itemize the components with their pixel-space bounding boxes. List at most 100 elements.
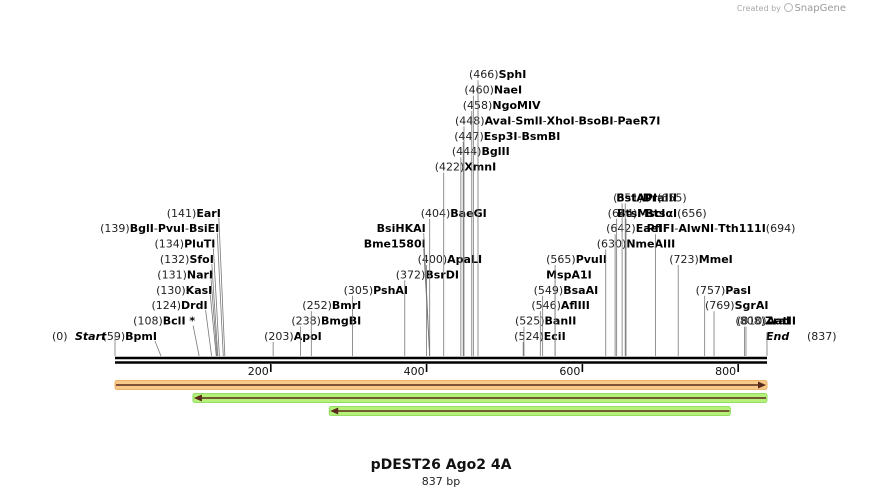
site-name: BsrDI [425, 268, 459, 281]
site-name: SphI [499, 68, 527, 81]
site-name: KasI [186, 284, 213, 297]
site-label: (808) ZraI [735, 315, 790, 356]
features [114, 380, 768, 416]
scale-tick-label: 200 [248, 365, 269, 378]
site-name: AatII [767, 315, 796, 328]
site-name: DrdI [181, 299, 208, 312]
site-name: BaeGI [450, 207, 486, 220]
site-position: (810) [737, 315, 767, 328]
site-label: (565) PvuII [546, 253, 607, 356]
site-label: (458) NgoMIV [463, 99, 541, 356]
site-name: ApoI [294, 330, 322, 343]
site-separator: - [517, 130, 521, 143]
site-position: (447) [454, 130, 484, 143]
site-leader-line [209, 294, 217, 357]
site-position: (124) [151, 299, 181, 312]
site-name: Bme1580I [364, 238, 426, 251]
site-position: (642) [606, 222, 636, 235]
site-separator: - [575, 114, 579, 127]
site-name: NgoMIV [492, 99, 541, 112]
site-name: SmlI [515, 114, 542, 127]
site-leader-line [205, 310, 212, 357]
site-separator: - [641, 207, 645, 220]
site-name: BtsI [617, 207, 641, 220]
site-name: BglI [130, 222, 154, 235]
site-label: (460) NaeI [464, 84, 522, 356]
site-leader-line [212, 248, 220, 357]
plasmid-title: pDEST26 Ago2 4A [370, 457, 512, 473]
site-position: (460) [464, 84, 494, 97]
start-label: Start [75, 330, 107, 343]
site-name: BsiHKAI [377, 222, 426, 235]
site-label: BtsI - BtsαI (656) [617, 207, 707, 356]
site-label: (372) BsrDI [396, 268, 459, 356]
site-label: BsiHKAI [377, 222, 431, 357]
end-label: End [766, 330, 789, 343]
site-position: (141) [167, 207, 197, 220]
site-label: (108) BclI * [133, 315, 200, 357]
site-label: (642) EaeI [606, 222, 662, 356]
site-name: BsaAI [563, 284, 598, 297]
site-position: (372) [396, 268, 426, 281]
site-position: (132) [160, 253, 190, 266]
site-label: (141) EarI [167, 207, 226, 357]
site-leader-line [154, 340, 162, 357]
start-position: (0) [52, 330, 68, 343]
site-label: (124) DrdI [151, 299, 212, 357]
site-separator: - [674, 222, 678, 235]
site-position: (808) [735, 315, 765, 328]
site-name: BsoBI [579, 114, 614, 127]
site-position: (448) [455, 114, 485, 127]
scale-tick-label: 400 [404, 365, 425, 378]
site-label: (757) PasI [696, 284, 751, 356]
site-position: (131) [157, 268, 187, 281]
site-position: (130) [156, 284, 186, 297]
site-separator: - [614, 114, 618, 127]
site-label: (466) SphI [469, 68, 526, 356]
site-label: (447) Esp3I - BsmBI [454, 130, 560, 356]
site-name: Tth111I [718, 222, 766, 235]
site-name: NarI [187, 268, 213, 281]
snapgene-logo-icon [784, 3, 794, 12]
site-position: (723) [669, 253, 699, 266]
site-name: MscI [637, 207, 665, 220]
site-name: BsiEI [189, 222, 219, 235]
site-position: (422) [435, 161, 465, 174]
site-label: PflFI - AlwNI - Tth111I (694) [647, 222, 795, 356]
site-leader-line [216, 233, 224, 357]
site-position: (252) [302, 299, 332, 312]
site-position: (404) [421, 207, 451, 220]
end-position: (837) [807, 330, 837, 343]
site-position: (565) [546, 253, 576, 266]
site-label: (644) MscI [608, 207, 665, 356]
site-label: (132) SfoI [160, 253, 219, 357]
site-label: (546) AflIII [531, 299, 590, 356]
site-name: SfoI [189, 253, 213, 266]
site-position: (59) [103, 330, 126, 343]
site-position: (757) [696, 284, 726, 297]
site-position: (630) [597, 238, 627, 251]
site-position: (466) [469, 68, 499, 81]
site-label: BstAPI (655) [616, 191, 687, 356]
site-name: MspA1I [546, 268, 592, 281]
site-leader-line [218, 217, 226, 357]
site-label: (810) AatII [737, 315, 796, 356]
feature-arrow-orange [114, 380, 768, 390]
site-position: (524) [514, 330, 544, 343]
site-position: (656) [677, 207, 707, 220]
site-name: BsmBI [521, 130, 560, 143]
site-leader-line [210, 279, 218, 357]
site-name: BstAPI [616, 191, 657, 204]
site-name: AlwNI [678, 222, 714, 235]
arrowhead-left-icon [330, 407, 339, 415]
site-name: PshAI [373, 284, 408, 297]
site-position: (546) [531, 299, 561, 312]
site-label: (549) BsaAI [534, 284, 598, 356]
site-name: PflFI [647, 222, 675, 235]
site-name: PvuII [576, 253, 607, 266]
site-separator: - [543, 114, 547, 127]
site-name: PluTI [184, 238, 215, 251]
site-name: PasI [725, 284, 751, 297]
site-label: (525) BanII [515, 315, 576, 356]
site-leader-line [423, 233, 431, 357]
